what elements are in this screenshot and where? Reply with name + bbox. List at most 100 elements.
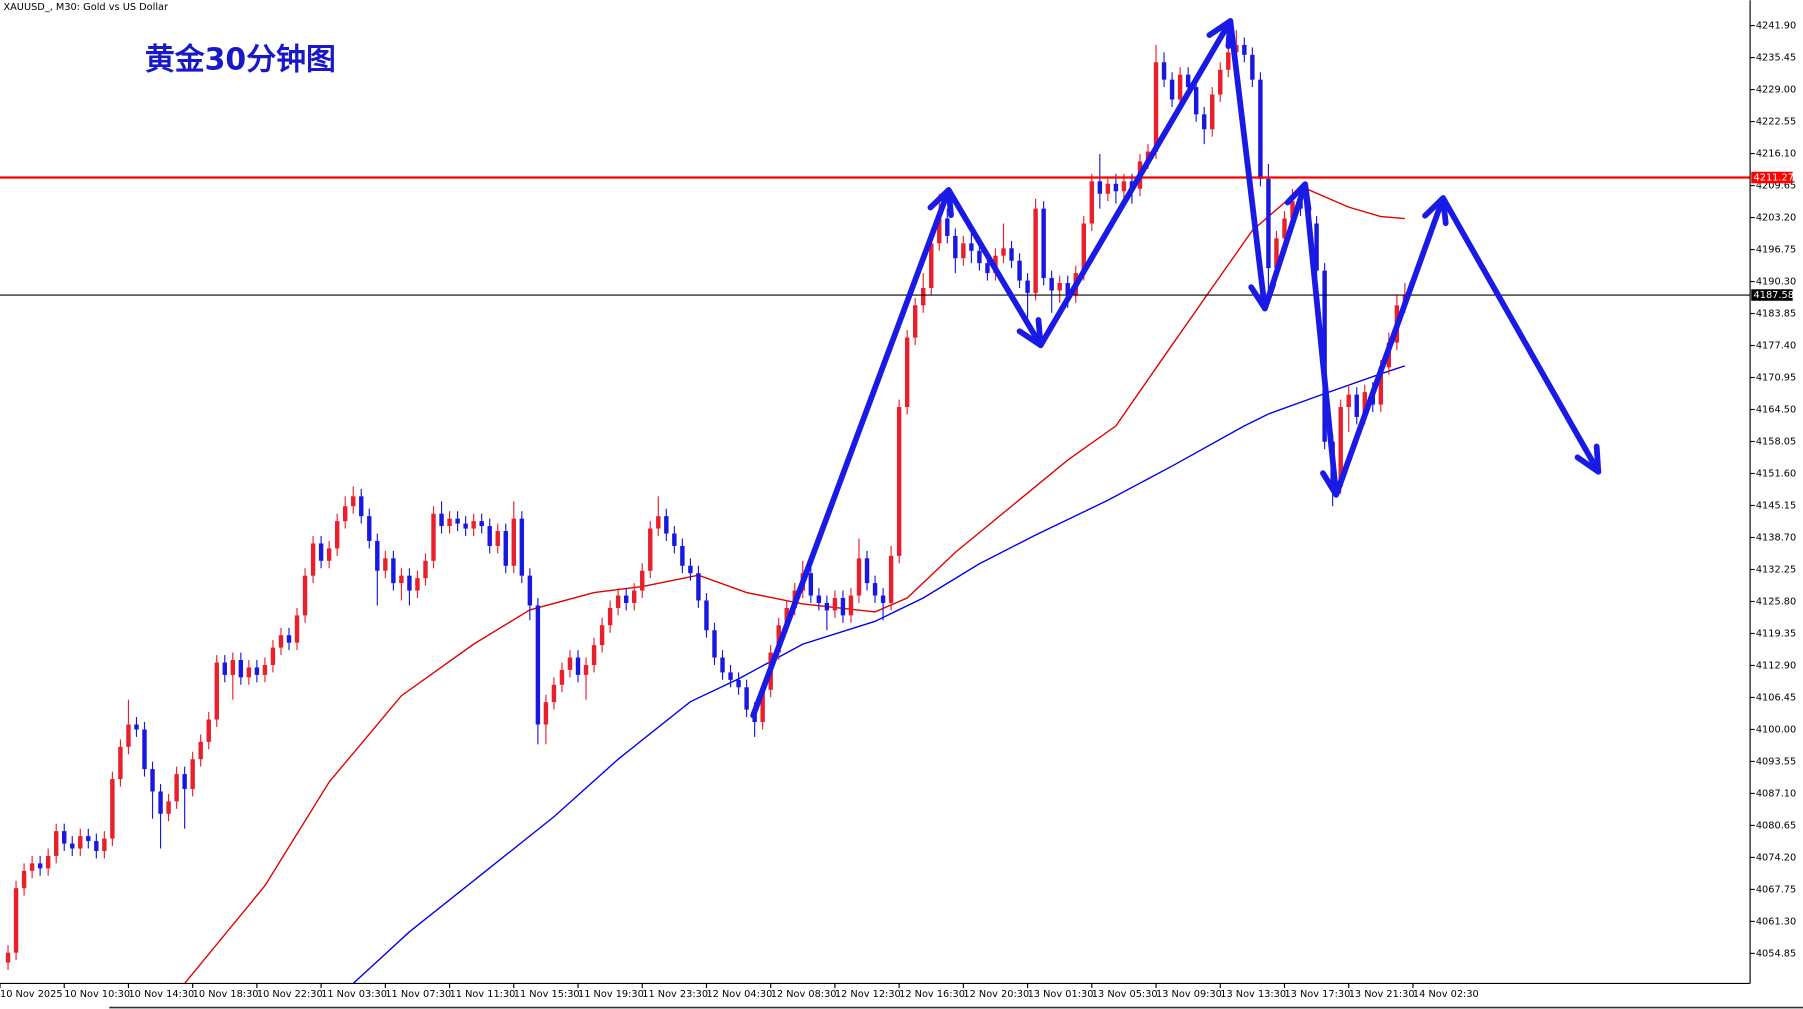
y-tick-label: 4106.45 xyxy=(1756,692,1796,703)
arrow-head xyxy=(1422,195,1449,227)
candle-body xyxy=(1201,114,1207,130)
candle-body xyxy=(342,506,348,522)
candle-body xyxy=(1153,62,1159,152)
candle-body xyxy=(102,838,107,851)
y-tick-label: 4061.30 xyxy=(1756,916,1796,927)
candle-body xyxy=(310,543,316,576)
candle-body xyxy=(318,543,324,561)
candle-body xyxy=(1346,394,1351,408)
candle-body xyxy=(1089,181,1095,224)
candle-body xyxy=(166,801,171,814)
candle-body xyxy=(1242,44,1247,55)
candle-body xyxy=(728,672,733,680)
x-tick-label: 10 Nov 10:30 xyxy=(64,989,130,1000)
candle-body xyxy=(1266,178,1271,269)
y-tick-label: 4170.95 xyxy=(1756,373,1796,384)
candle-body xyxy=(1258,79,1263,179)
candle-body xyxy=(904,337,910,408)
candle-body xyxy=(704,600,709,631)
candle-body xyxy=(302,575,308,616)
x-tick-label: 12 Nov 12:30 xyxy=(835,989,901,1000)
candle-body xyxy=(664,516,669,534)
candle-body xyxy=(607,607,613,626)
candle-body xyxy=(840,598,846,616)
candle-body xyxy=(423,560,428,579)
y-tick-label: 4229.00 xyxy=(1756,85,1796,96)
x-tick-label: 10 Nov 18:30 xyxy=(193,989,259,1000)
arrow-head xyxy=(1016,317,1044,349)
candle-body xyxy=(70,843,75,849)
arrow-head xyxy=(927,187,954,219)
price-label-box xyxy=(1751,289,1793,301)
candle-body xyxy=(543,702,549,725)
candle-body xyxy=(824,602,830,611)
candle-body xyxy=(495,531,500,546)
chart-subtitle: XAUUSD_, M30: Gold vs US Dollar xyxy=(3,2,169,13)
y-tick-label: 4235.45 xyxy=(1756,53,1796,64)
y-tick-label: 4087.10 xyxy=(1756,788,1796,799)
price-label: 4187.58 xyxy=(1754,290,1794,301)
candle-body xyxy=(375,540,380,571)
candle-body xyxy=(575,657,581,675)
candle-body xyxy=(334,521,340,549)
candle-body xyxy=(1097,181,1103,194)
x-tick-label: 14 Nov 02:30 xyxy=(1413,989,1479,1000)
candle-body xyxy=(294,615,300,643)
candle-body xyxy=(1218,69,1223,95)
candle-body xyxy=(872,583,878,596)
y-tick-label: 4177.40 xyxy=(1756,341,1796,352)
candle-body xyxy=(391,558,396,584)
candle-body xyxy=(1314,223,1319,271)
x-tick-label: 10 Nov 22:30 xyxy=(257,989,323,1000)
candle-body xyxy=(214,662,219,720)
candle-body xyxy=(744,687,749,710)
y-tick-label: 4125.80 xyxy=(1756,596,1796,607)
candle-body xyxy=(254,667,260,675)
candle-body xyxy=(977,250,982,264)
candle-body xyxy=(888,555,894,603)
y-tick-label: 4164.50 xyxy=(1756,405,1796,416)
candle-body xyxy=(5,952,11,963)
x-tick-label: 13 Nov 09:30 xyxy=(1156,989,1222,1000)
candle-body xyxy=(150,769,155,792)
y-tick-label: 4158.05 xyxy=(1756,437,1796,448)
candle-body xyxy=(262,664,268,675)
candle-body xyxy=(463,523,468,529)
candle-body xyxy=(880,595,886,603)
candle-body xyxy=(479,521,484,527)
candle-body xyxy=(431,513,436,561)
y-tick-label: 4222.55 xyxy=(1756,117,1796,128)
y-tick-label: 4151.60 xyxy=(1756,468,1796,479)
candle-body xyxy=(94,841,99,851)
candle-body xyxy=(1338,407,1343,487)
candle-body xyxy=(471,521,476,529)
candle-body xyxy=(937,218,942,244)
candle-body xyxy=(230,660,236,675)
candle-body xyxy=(326,548,332,561)
x-tick-label: 13 Nov 17:30 xyxy=(1284,989,1350,1000)
y-tick-label: 4067.75 xyxy=(1756,884,1796,895)
candle-body xyxy=(13,888,19,953)
y-tick-label: 4074.20 xyxy=(1756,852,1796,863)
y-tick-label: 4080.65 xyxy=(1756,820,1796,831)
candle-body xyxy=(985,263,990,274)
y-tick-label: 4241.90 xyxy=(1756,21,1796,32)
candle-body xyxy=(415,578,420,591)
candle-body xyxy=(648,528,653,571)
candle-body xyxy=(86,836,91,842)
candle-body xyxy=(1081,223,1086,274)
x-tick-label: 11 Nov 19:30 xyxy=(578,989,644,1000)
y-tick-label: 4145.15 xyxy=(1756,500,1796,511)
candle-body xyxy=(680,545,685,566)
x-tick-label: 13 Nov 13:30 xyxy=(1220,989,1286,1000)
candle-body xyxy=(238,660,244,678)
arrow-head xyxy=(1284,181,1312,213)
candle-body xyxy=(503,531,508,566)
candle-body xyxy=(286,635,292,643)
y-tick-label: 4209.65 xyxy=(1756,181,1796,192)
candle-body xyxy=(134,724,139,730)
candle-body xyxy=(1105,183,1111,194)
y-tick-label: 4093.55 xyxy=(1756,756,1796,767)
